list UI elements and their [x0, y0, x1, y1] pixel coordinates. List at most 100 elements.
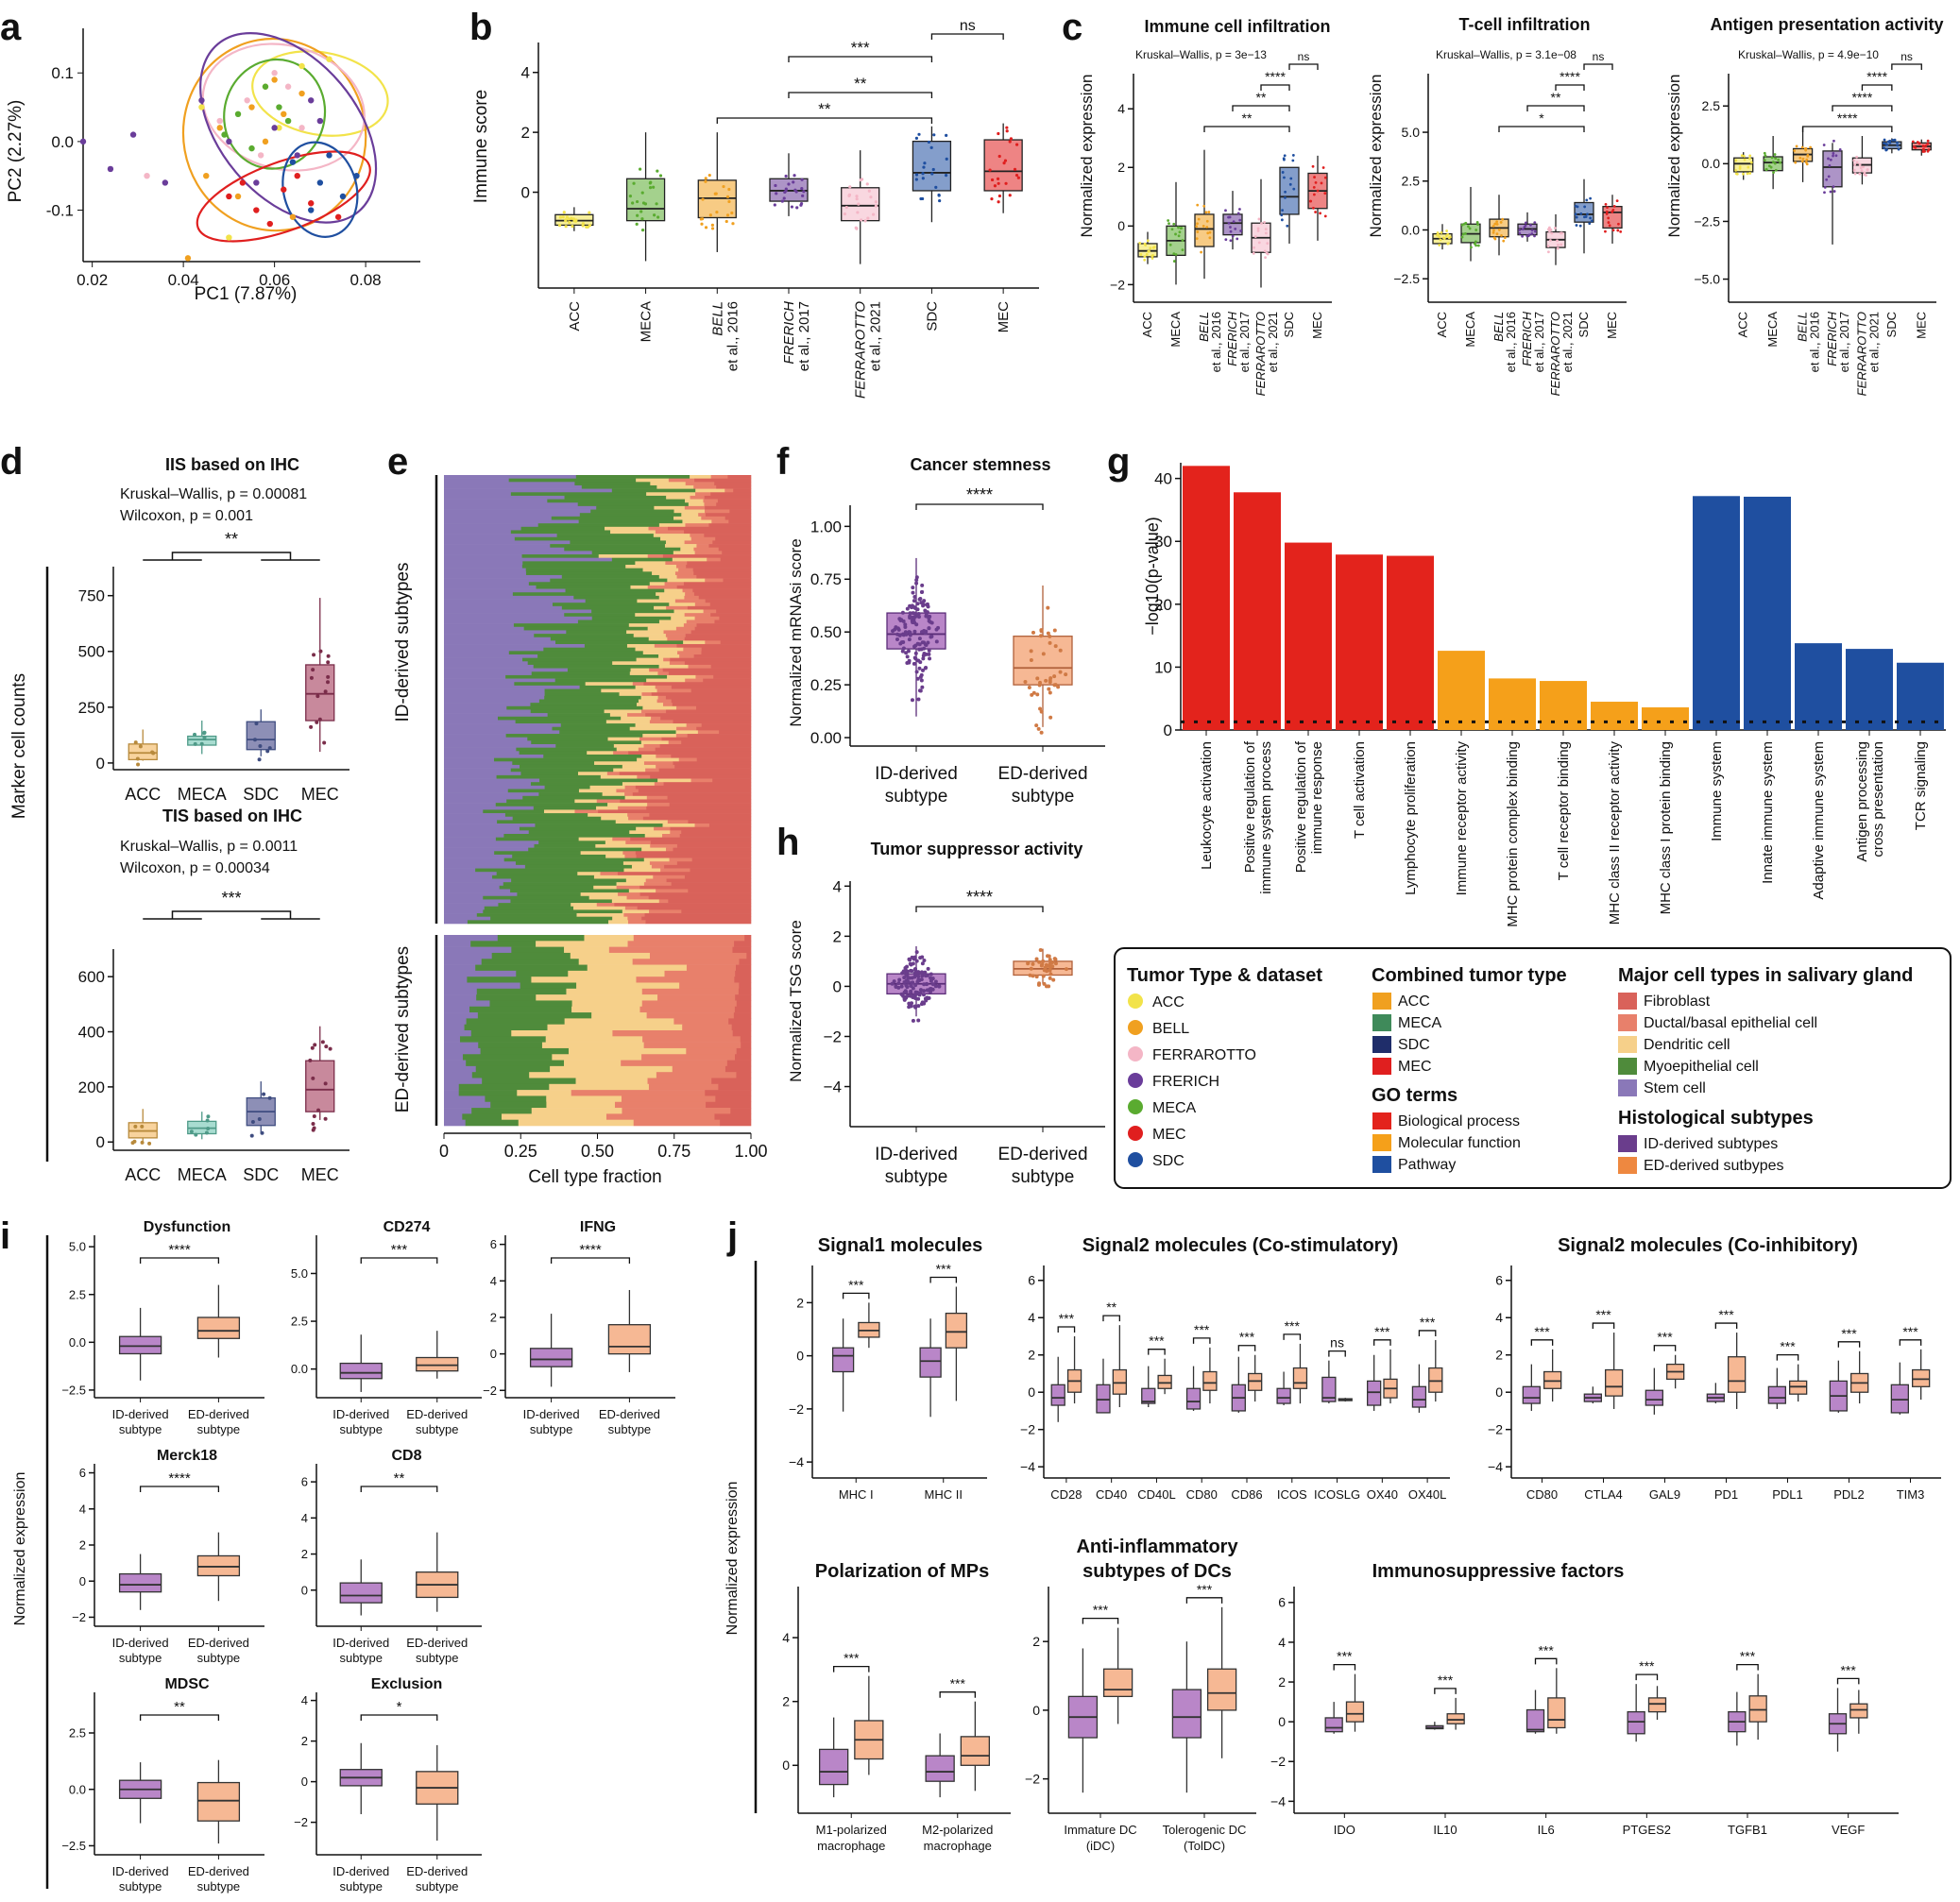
e-segment-ductal [643, 744, 660, 748]
e-segment-stem [444, 534, 557, 538]
y-tick-label: 2.5 [69, 1287, 86, 1301]
j-3-1-ed-box [960, 1736, 990, 1766]
j-gene-label: ICOS [1277, 1487, 1307, 1502]
e-segment-ductal [622, 851, 637, 856]
e-segment-dendritic [635, 613, 685, 618]
e-segment-ductal [705, 578, 724, 583]
j-1-5-ed-box [1292, 1367, 1308, 1389]
d-point [193, 741, 197, 746]
c-point [1174, 232, 1177, 236]
e-segment-stem [444, 976, 468, 983]
c-point [1167, 222, 1170, 226]
h-point [915, 979, 920, 984]
c-point [1495, 223, 1499, 226]
e-segment-stem [444, 616, 593, 620]
e-segment-myo [538, 792, 603, 797]
i-sub-title: IFNG [580, 1219, 616, 1235]
e-segment-stem [444, 1078, 483, 1085]
e-segment-dendritic [641, 754, 656, 758]
e-segment-myo [530, 709, 605, 714]
e-segment-fibro [648, 895, 752, 900]
d-point [136, 762, 141, 767]
d-point [257, 757, 262, 762]
i-cat-label: ID-derived [332, 1407, 389, 1421]
b-point [640, 191, 644, 195]
c-point [1264, 256, 1267, 259]
i-cat-label: ED-derived [406, 1864, 468, 1878]
e-segment-fibro [719, 616, 752, 620]
c-point [1263, 249, 1267, 253]
e-segment-dendritic [578, 959, 633, 965]
e-segment-myo [510, 768, 614, 773]
e-segment-fibro [691, 858, 752, 862]
panel-j-sub-2: 6420−2−4***CD80***CTLA4***GAL9***PD1***P… [1488, 1265, 1941, 1502]
e-segment-myo [520, 526, 605, 531]
e-segment-ductal [628, 816, 644, 821]
e-segment-fibro [658, 768, 752, 773]
c-point [1557, 244, 1559, 246]
e-segment-fibro [688, 889, 752, 893]
c-point [1447, 236, 1451, 240]
y-tick-label: 4 [1117, 101, 1125, 116]
y-tick-label: 0.00 [810, 729, 842, 747]
e-segment-myo [564, 613, 636, 618]
c-point [1149, 246, 1152, 250]
h-title: Tumor suppressor activity [871, 840, 1083, 858]
point-meca [221, 131, 228, 138]
e-segment-stem [444, 492, 512, 497]
f-point [920, 640, 925, 645]
e-segment-myo [544, 785, 590, 790]
c-point [1742, 155, 1746, 158]
h-point [920, 1000, 925, 1005]
j-5-3-ed-box [1647, 1697, 1667, 1713]
f-point [893, 627, 897, 632]
e-segment-fibro [643, 682, 752, 687]
e-segment-fibro [714, 620, 752, 624]
e-segment-ductal [621, 1060, 728, 1067]
h-point [903, 965, 908, 970]
y-tick-label: −2.5 [1393, 271, 1420, 286]
c-point [1832, 152, 1835, 155]
e-segment-fibro [620, 799, 752, 804]
j-gene-label: CD40L [1137, 1487, 1175, 1502]
c-point [1913, 145, 1916, 148]
legend-combined-swatch [1372, 1014, 1391, 1031]
h-point [911, 980, 915, 985]
e-segment-dendritic [626, 630, 664, 635]
c-point [1616, 229, 1620, 232]
e-segment-ductal [694, 603, 711, 607]
c-point [1559, 243, 1563, 246]
e-segment-ductal [703, 609, 717, 614]
e-segment-stem [444, 509, 591, 514]
b-point [866, 216, 870, 220]
legend-dataset-label: MEC [1152, 1127, 1186, 1143]
e-segment-ductal [649, 909, 682, 914]
j-gene-label: macrophage [924, 1839, 992, 1853]
c-point [1474, 240, 1477, 244]
j-gene-label: IDO [1334, 1823, 1355, 1837]
b-point [586, 225, 589, 229]
b-point [782, 196, 786, 200]
f-point [914, 581, 919, 586]
h-point [921, 993, 926, 997]
sig-bracket [1801, 126, 1893, 132]
y-tick-label: 0.25 [810, 676, 842, 694]
e-segment-dendritic [577, 872, 601, 876]
e-segment-fibro [715, 1095, 752, 1103]
d-point [257, 1116, 262, 1121]
e-segment-myo [555, 744, 615, 748]
g-bar-pw [1693, 496, 1740, 730]
j-5-4-ed-box [1748, 1695, 1767, 1723]
e-segment-dendritic [529, 1072, 657, 1078]
e-segment-dendritic [636, 826, 655, 831]
h-point [1052, 957, 1057, 961]
g-bar-bp [1183, 466, 1230, 730]
e-segment-myo [591, 616, 672, 620]
e-segment-myo [578, 519, 683, 524]
d-point [204, 1130, 209, 1135]
panel-letter-f: f [776, 441, 790, 483]
c-point [1170, 228, 1174, 231]
point-ferrarotto [298, 125, 305, 131]
b-point [653, 213, 656, 217]
g-ylabel: −log10(p-value) [1143, 517, 1162, 636]
